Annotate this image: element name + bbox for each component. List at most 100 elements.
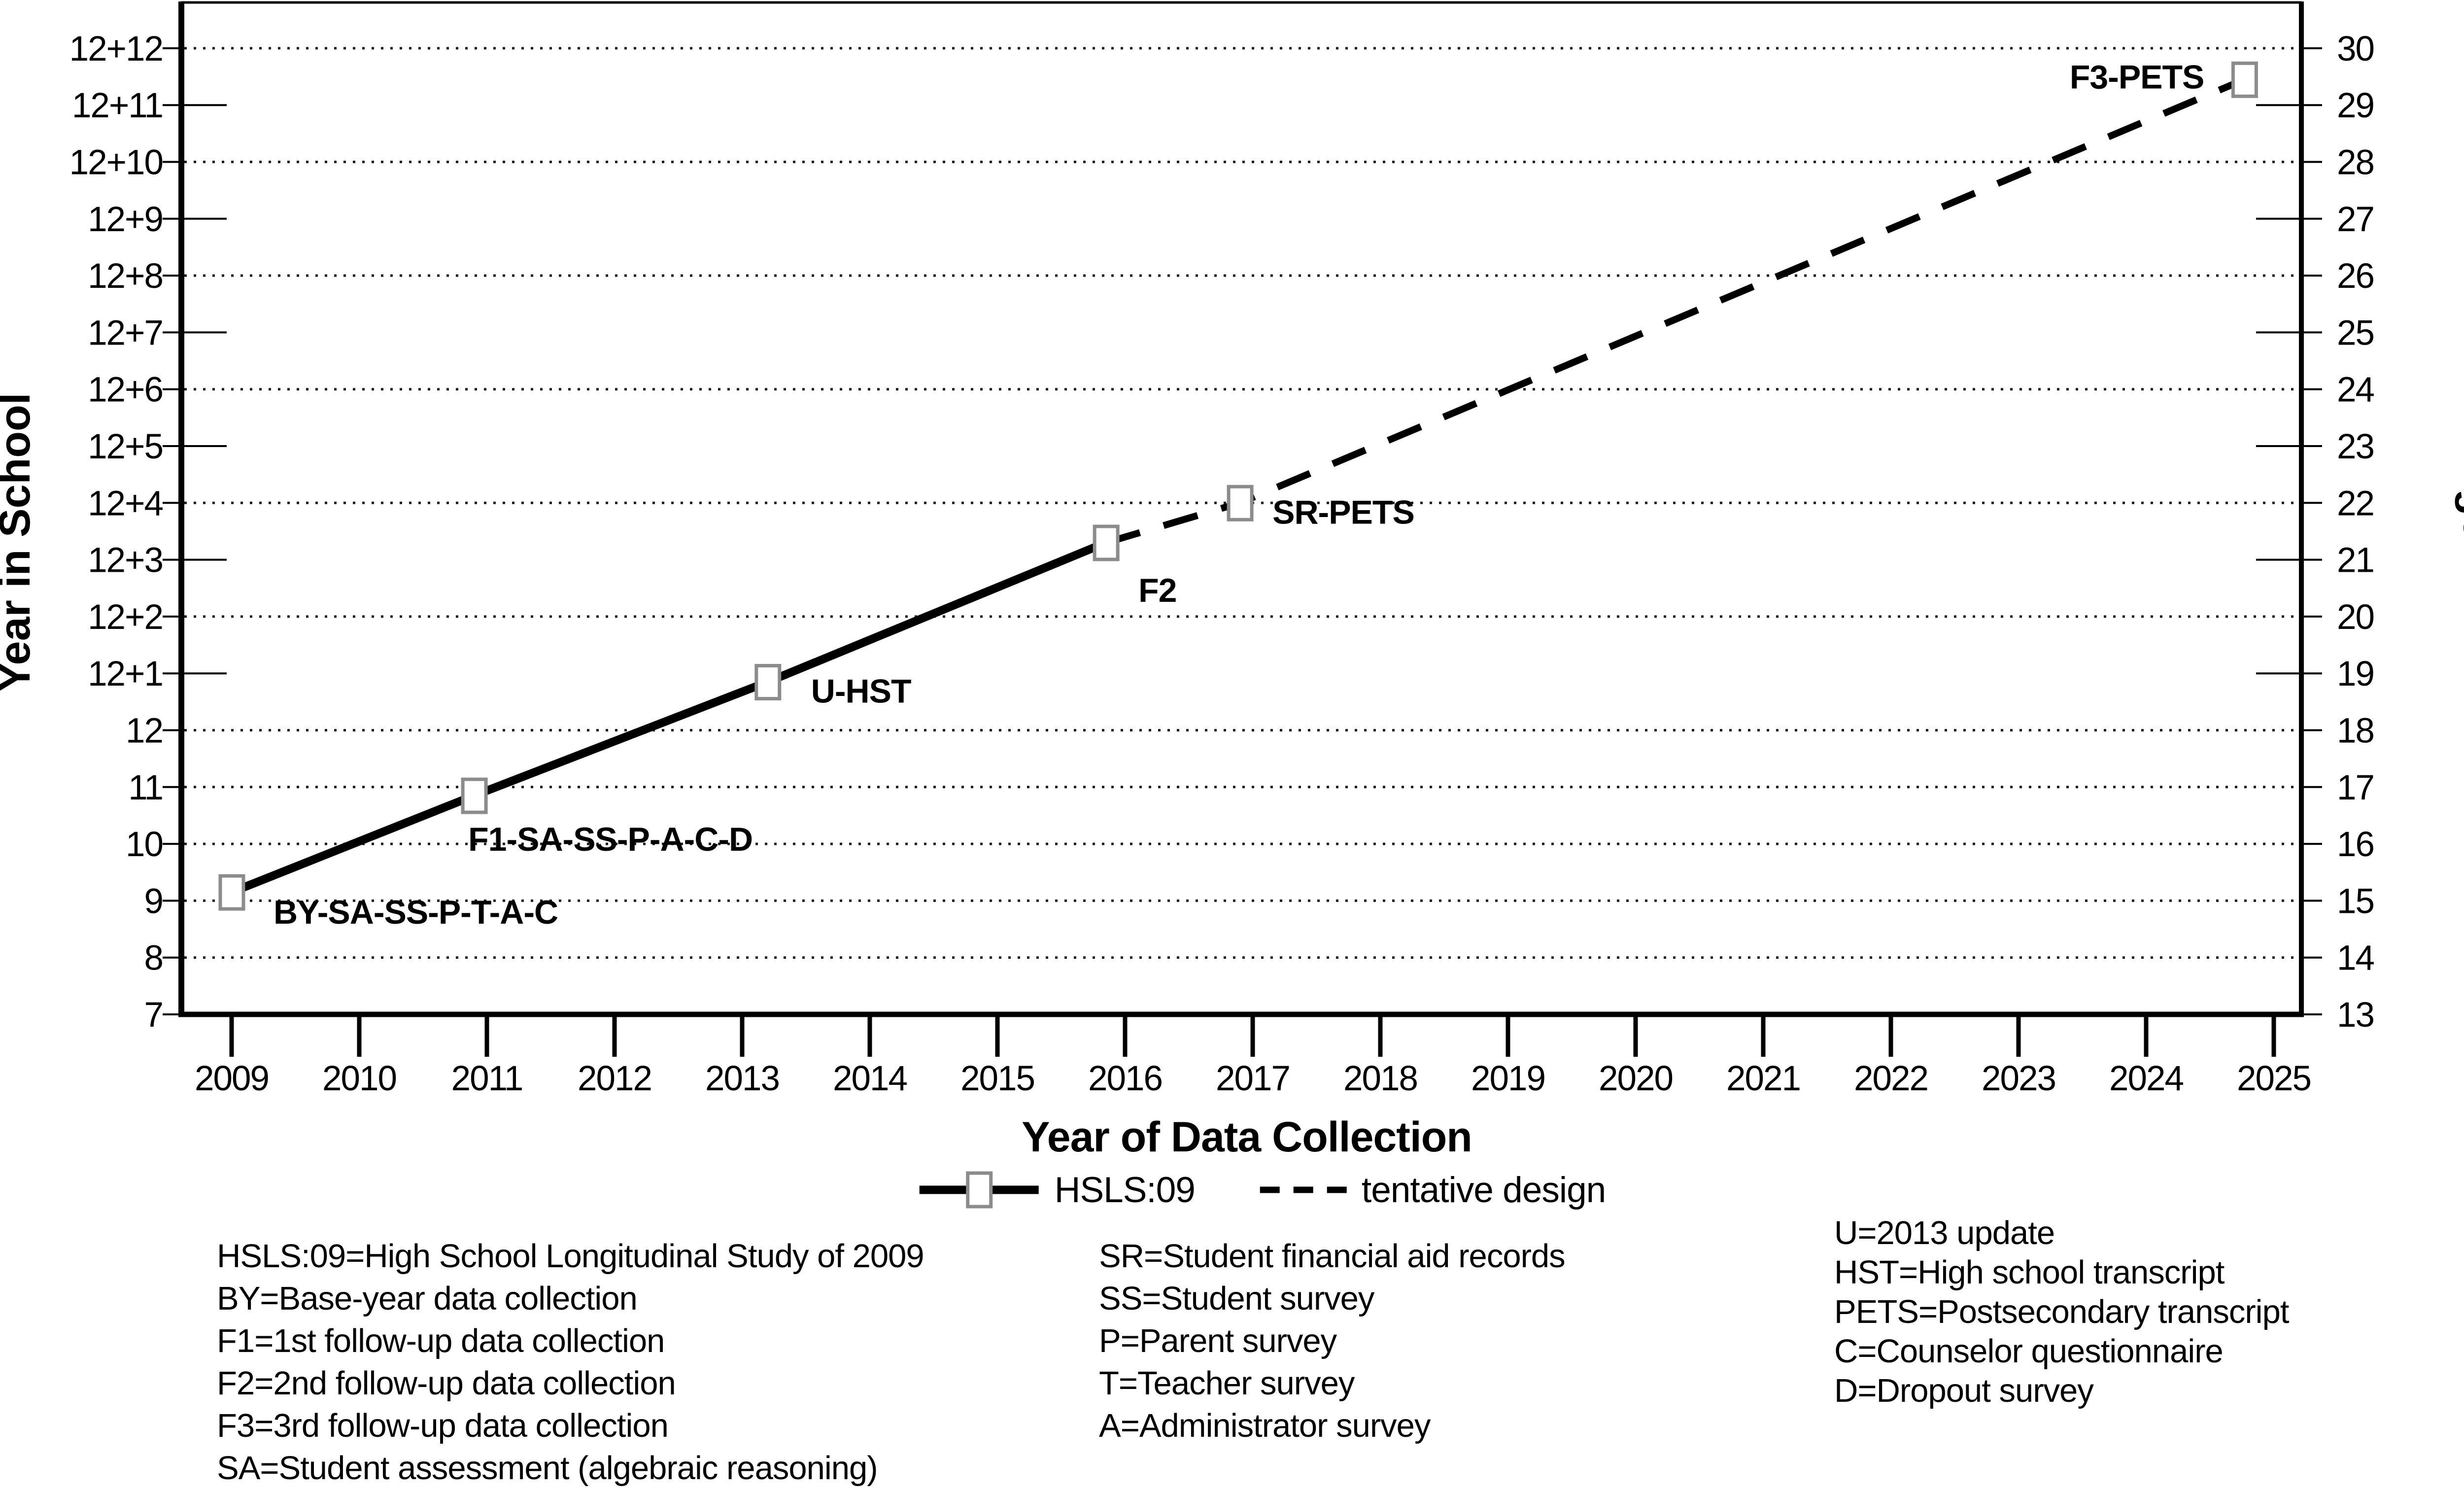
x-tick-label: 2021 — [1726, 1059, 1800, 1098]
data-point-labels: BY-SA-SS-P-T-A-C F1-SA-SS-P-A-C-D U-HST F2 S… — [274, 58, 2204, 931]
series-tentative — [1105, 76, 2246, 546]
marker-sr-pets — [1227, 485, 1254, 521]
footnote-line: U=2013 update — [1834, 1214, 2055, 1251]
x-tick-label: 2024 — [2109, 1059, 2183, 1098]
x-tick-label: 2018 — [1343, 1059, 1417, 1098]
x-tick-label: 2011 — [451, 1059, 523, 1098]
point-label: F2 — [1138, 572, 1176, 609]
y-tick-label-left: 12+1 — [88, 655, 163, 693]
y-tick-label-left: 10 — [126, 825, 163, 864]
y-tick-label-left: 12+9 — [88, 200, 163, 239]
y-tick-label-left: 8 — [144, 939, 163, 978]
y-tick-label-right: 14 — [2337, 939, 2374, 978]
marker-u-hst — [754, 663, 782, 700]
x-tick-label: 2013 — [705, 1059, 779, 1098]
footnote-line: BY=Base-year data collection — [217, 1280, 638, 1317]
x-tick-label: 2022 — [1854, 1059, 1928, 1098]
x-tick-label: 2014 — [833, 1059, 907, 1098]
y-tick-label-left: 12+7 — [88, 313, 163, 352]
y-tick-label-left: 12+12 — [69, 30, 163, 69]
footnote-line: F3=3rd follow-up data collection — [217, 1407, 669, 1444]
x-tick-label: 2023 — [1982, 1059, 2055, 1098]
y-tick-label-left: 12+6 — [88, 371, 163, 410]
legend-item-tentative: tentative design — [1259, 1167, 1606, 1213]
y-tick-label-right: 25 — [2337, 313, 2374, 352]
y-tick-label-right: 23 — [2337, 427, 2374, 466]
footnote-column-3: U=2013 update HST=High school transcript P… — [1834, 1214, 2289, 1411]
y-tick-label-right: 22 — [2337, 484, 2374, 523]
y-tick-label-right: 21 — [2337, 541, 2374, 580]
y-tick-label-left: 12+11 — [72, 86, 163, 125]
point-label: U-HST — [811, 672, 911, 710]
y-tick-label-left: 12 — [126, 712, 163, 751]
legend: HSLS:09 tentative design — [918, 1167, 1606, 1213]
footnote-line: SS=Student survey — [1099, 1280, 1374, 1317]
y-tick-label-left: 12+2 — [88, 598, 163, 637]
y-tick-label-right: 30 — [2337, 30, 2374, 69]
marker-by-sa-ss-p-t-a-c — [218, 874, 245, 911]
y-tick-label-left: 12+10 — [69, 143, 163, 182]
gridlines — [184, 47, 2299, 959]
y-tick-label-right: 24 — [2337, 371, 2374, 410]
x-tick-label: 2019 — [1471, 1059, 1545, 1098]
y-tick-label-left: 7 — [144, 996, 163, 1035]
y-tick-label-right: 26 — [2337, 257, 2374, 296]
y-tick-label-left: 12+5 — [88, 427, 163, 466]
footnote-column-2: SR=Student financial aid records SS=Stude… — [1099, 1235, 1566, 1447]
footnote-line: F1=1st follow-up data collection — [217, 1322, 665, 1359]
footnote-line: C=Counselor questionnaire — [1834, 1333, 2224, 1370]
solid-line-marker-icon — [919, 1171, 1039, 1209]
y-tick-label-left: 12+3 — [88, 541, 163, 580]
y-tick-label-right: 16 — [2337, 825, 2374, 864]
y-tick-label-right: 28 — [2337, 143, 2374, 182]
footnote-line: F2=2nd follow-up data collection — [217, 1365, 676, 1402]
x-tick-label: 2012 — [578, 1059, 651, 1098]
point-label: SR-PETS — [1272, 493, 1414, 531]
point-label: F1-SA-SS-P-A-C-D — [468, 821, 753, 858]
footnote-column-1: HSLS:09=High School Longitudinal Study o… — [217, 1235, 924, 1490]
dashed-line-icon — [1260, 1186, 1347, 1193]
marker-f1-sa-ss-p-a-c-d — [461, 777, 488, 814]
point-label: BY-SA-SS-P-T-A-C — [274, 894, 558, 931]
y-tick-label-right: 20 — [2337, 598, 2374, 637]
legend-label: HSLS:09 — [1054, 1170, 1196, 1210]
y-axis-title-right: Age — [2455, 458, 2464, 540]
x-tick-label: 2020 — [1599, 1059, 1673, 1098]
y-tick-label-right: 27 — [2337, 200, 2374, 239]
footnote-line: PETS=Postsecondary transcript — [1834, 1293, 2289, 1330]
x-axis-title: Year of Data Collection — [1022, 1113, 1472, 1161]
x-tick-label: 2016 — [1088, 1059, 1162, 1098]
timeline-chart: BY-SA-SS-P-T-A-C F1-SA-SS-P-A-C-D U-HST F2 S… — [0, 1, 2464, 1098]
x-tick-label: 2015 — [960, 1059, 1034, 1098]
footnote-line: D=Dropout survey — [1834, 1372, 2094, 1409]
series-hsls09 — [230, 539, 1108, 897]
point-label: F3-PETS — [2070, 58, 2204, 96]
axis-ticks — [163, 47, 2322, 1057]
legend-label: tentative design — [1361, 1170, 1606, 1210]
footnote-line: T=Teacher survey — [1099, 1365, 1355, 1402]
x-tick-label: 2009 — [195, 1059, 269, 1098]
y-tick-label-right: 13 — [2337, 996, 2374, 1035]
plot-frame — [178, 1, 2304, 1017]
footnote-line: P=Parent survey — [1099, 1322, 1337, 1359]
footnote-line: SA=Student assessment (algebraic reasoni… — [217, 1450, 878, 1487]
axis-tick-labels: 7 13 8 14 9 15 10 16 11 17 12 18 12+1 19 12+2 20 12+3 21 1… — [69, 30, 2375, 1098]
legend-item-hsls09: HSLS:09 — [918, 1167, 1196, 1213]
y-tick-label-left: 9 — [144, 882, 163, 921]
footnote-line: HSLS:09=High School Longitudinal Study o… — [217, 1238, 924, 1275]
y-tick-label-right: 29 — [2337, 86, 2374, 125]
y-tick-label-right: 15 — [2337, 882, 2374, 921]
x-tick-label: 2017 — [1216, 1059, 1290, 1098]
data-markers — [218, 61, 2258, 911]
footnote-line: HST=High school transcript — [1834, 1254, 2224, 1291]
y-tick-label-right: 18 — [2337, 712, 2374, 751]
y-tick-label-left: 12+4 — [88, 484, 163, 523]
footnote-line: SR=Student financial aid records — [1099, 1238, 1566, 1275]
y-tick-label-left: 12+8 — [88, 257, 163, 296]
y-axis-title-left: Year in School — [0, 393, 39, 692]
y-tick-label-right: 19 — [2337, 655, 2374, 693]
marker-f2 — [1093, 524, 1120, 561]
x-tick-label: 2025 — [2237, 1059, 2311, 1098]
footnote-line: A=Administrator survey — [1099, 1407, 1431, 1444]
